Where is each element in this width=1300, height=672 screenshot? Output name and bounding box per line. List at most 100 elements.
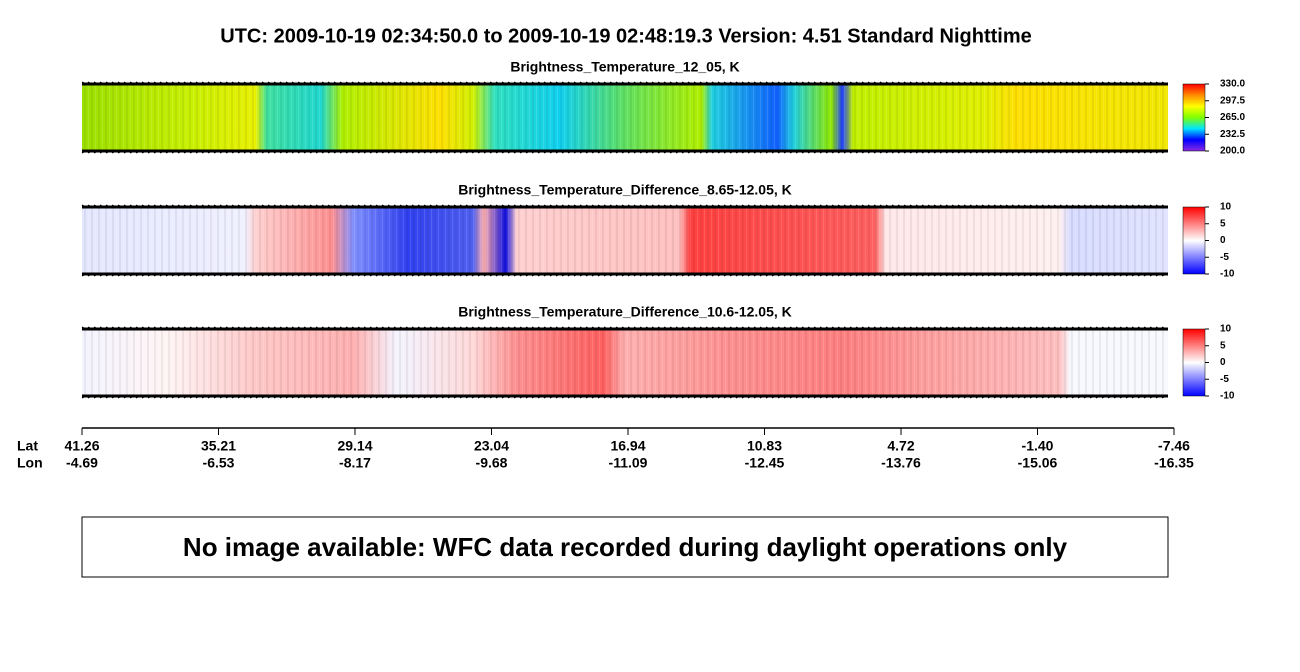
strip-dash [297, 326, 303, 330]
strip-dash [993, 150, 999, 154]
strip-dash [1143, 273, 1149, 277]
strip-dash [1071, 273, 1077, 277]
strip-dash [285, 326, 291, 330]
strip-dash [507, 150, 513, 154]
strip-dash [795, 326, 801, 330]
strip-dash [669, 273, 675, 277]
strip-dash [429, 326, 435, 330]
strip-dash [729, 81, 735, 85]
colorbar-tick-label: 297.5 [1220, 95, 1245, 106]
strip-dash [963, 395, 969, 399]
strip-dash [393, 395, 399, 399]
strip-dash [483, 150, 489, 154]
strip-dash [483, 204, 489, 208]
strip-dash [843, 273, 849, 277]
strip-dash [927, 150, 933, 154]
strip-dash [879, 395, 885, 399]
strip-dash [813, 150, 819, 154]
strip-dash [333, 150, 339, 154]
strip-dash [969, 204, 975, 208]
strip-dash [999, 273, 1005, 277]
strip-dash [153, 273, 159, 277]
strip-dash [549, 150, 555, 154]
strip-dash [1035, 81, 1041, 85]
strip-dash [855, 395, 861, 399]
strip-dash [837, 81, 843, 85]
strip-dash [177, 273, 183, 277]
strip-dash [147, 150, 153, 154]
strip-dash [1089, 395, 1095, 399]
strip-dash [303, 150, 309, 154]
strip-dash [939, 150, 945, 154]
strip-dash [525, 150, 531, 154]
strip-dash [831, 204, 837, 208]
strip-dash [621, 81, 627, 85]
strip-dash [603, 273, 609, 277]
strip-dash [765, 395, 771, 399]
strip-dash [579, 150, 585, 154]
strip-dash [759, 81, 765, 85]
strip-dash [519, 150, 525, 154]
strip-dash [513, 81, 519, 85]
strip-dash [903, 150, 909, 154]
strip-dash [303, 204, 309, 208]
strip-dash [255, 204, 261, 208]
strip-dash [447, 395, 453, 399]
strip-dash [381, 81, 387, 85]
strip-dash [795, 395, 801, 399]
strip-dash [153, 395, 159, 399]
strip-dash [621, 204, 627, 208]
strip-dash [333, 326, 339, 330]
strip-dash [981, 395, 987, 399]
strip-dash [1035, 150, 1041, 154]
strip-dash [225, 150, 231, 154]
strip-dash [153, 81, 159, 85]
strip-dash [405, 204, 411, 208]
strip-dash [459, 326, 465, 330]
strip-dash [933, 204, 939, 208]
strip-dash [279, 204, 285, 208]
strip-dash [471, 204, 477, 208]
strip-dash [141, 150, 147, 154]
strip-dash [675, 395, 681, 399]
strip-dash [675, 150, 681, 154]
strip-dash [981, 204, 987, 208]
strip-dash [1017, 273, 1023, 277]
strip-dash [1095, 150, 1101, 154]
strip-dash [1149, 204, 1155, 208]
strip-dash [561, 150, 567, 154]
strip-dash [495, 273, 501, 277]
strip-dash [1083, 81, 1089, 85]
strip-dash [1071, 81, 1077, 85]
strip-dash [849, 204, 855, 208]
strip-dash [207, 326, 213, 330]
strip-dash [159, 81, 165, 85]
strip-dash [627, 150, 633, 154]
strip-dash [525, 204, 531, 208]
strip-dash [843, 81, 849, 85]
strip-dash [753, 273, 759, 277]
strip-dash [705, 150, 711, 154]
strip-dash [111, 150, 117, 154]
strip-dash [927, 81, 933, 85]
strip-dash [1017, 326, 1023, 330]
strip-dash [345, 273, 351, 277]
strip-dash [987, 273, 993, 277]
strip-dash [1155, 395, 1161, 399]
strip-dash [711, 81, 717, 85]
strip-dash [561, 273, 567, 277]
strip-dash [255, 273, 261, 277]
strip-dash [297, 204, 303, 208]
strip-dash [297, 150, 303, 154]
strip-dash [597, 150, 603, 154]
strip-dash [687, 204, 693, 208]
strip-dash [543, 204, 549, 208]
strip-dash [435, 326, 441, 330]
strip-dash [267, 395, 273, 399]
strip-dash [1059, 395, 1065, 399]
strip-dash [1029, 204, 1035, 208]
strip-dash [123, 273, 129, 277]
strip-dash [579, 326, 585, 330]
strip-dash [1113, 150, 1119, 154]
strip-dash [513, 326, 519, 330]
